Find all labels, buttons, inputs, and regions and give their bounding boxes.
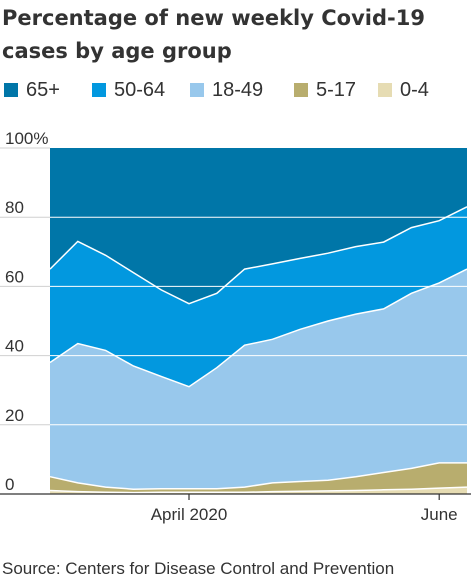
- y-tick-label: 80: [5, 198, 24, 217]
- series-boundary-line: [49, 268, 468, 388]
- legend-label-0-4: 0-4: [400, 79, 429, 101]
- y-tick-label: 40: [5, 337, 24, 356]
- y-tick-label: 20: [5, 406, 24, 425]
- area-50-64: [50, 206, 467, 387]
- x-tick-label: April 2020: [151, 505, 228, 524]
- series-boundary-line: [49, 462, 467, 490]
- series-boundary-line: [49, 206, 468, 305]
- y-tick-label: 100%: [5, 129, 48, 148]
- area-18-49: [50, 269, 467, 490]
- area-65-plus: [50, 148, 467, 304]
- legend-label-5-17: 5-17: [316, 79, 357, 101]
- legend-swatch-18-49: [190, 83, 204, 97]
- chart-title: Percentage of new weekly Covid-19 cases …: [2, 6, 425, 63]
- legend-label-50-64: 50-64: [114, 79, 166, 101]
- series-boundary-line: [49, 486, 468, 494]
- area-0-4: [50, 487, 467, 494]
- legend-swatch-0-4: [378, 83, 392, 97]
- y-tick-label: 0: [5, 475, 14, 494]
- legend-label-18-49: 18-49: [212, 79, 264, 101]
- y-tick-label: 60: [5, 267, 24, 286]
- legend: 65+ 50-64 18-49 5-17 0-4: [4, 78, 474, 104]
- area-5-17: [50, 462, 467, 493]
- source-note: Source: Centers for Disease Control and …: [2, 559, 395, 578]
- legend-swatch-5-17: [294, 83, 308, 97]
- legend-label-65-plus: 65+: [26, 79, 60, 101]
- legend-swatch-50-64: [92, 83, 106, 97]
- x-tick-label: June: [421, 505, 458, 524]
- stacked-area-chart: 100% 80 60 40 20 0 April 2020 June: [0, 129, 471, 524]
- legend-swatch-65-plus: [4, 83, 18, 97]
